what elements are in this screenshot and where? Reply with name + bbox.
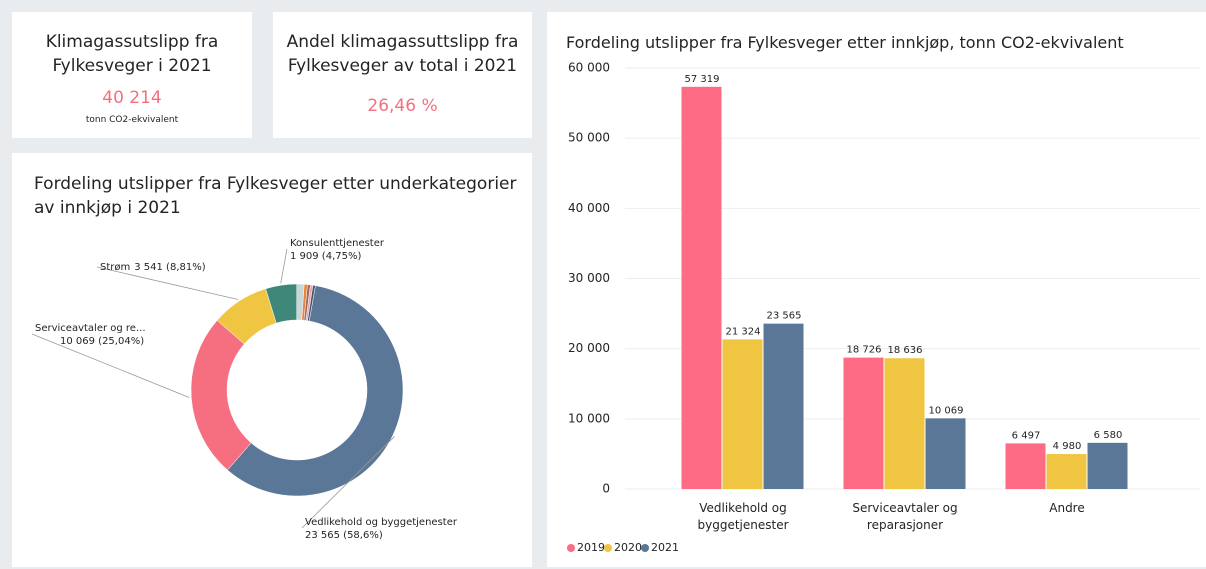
donut-value-label: 23 565 (58,6%) xyxy=(305,530,383,541)
legend-marker xyxy=(604,544,612,552)
legend-label: 2019 xyxy=(577,541,605,554)
bar-value-label: 57 319 xyxy=(685,74,720,85)
donut-value-label: 3 541 (8,81%) xyxy=(134,262,205,273)
card-value: 26,46 % xyxy=(367,96,438,116)
legend-label: 2020 xyxy=(614,541,642,554)
bar-value-label: 6 497 xyxy=(1012,430,1041,441)
y-tick-label: 0 xyxy=(602,482,610,496)
card-value: 40 214 xyxy=(102,88,162,108)
y-tick-label: 50 000 xyxy=(568,131,610,145)
bar xyxy=(925,418,966,489)
bar xyxy=(1087,442,1128,489)
chart-title: Fordeling utslipper fra Fylkesveger ette… xyxy=(566,33,1124,52)
leader-line xyxy=(31,333,190,398)
donut-segment xyxy=(227,285,404,497)
donut-label-group: Strøm 3 541 (8,81%) xyxy=(100,262,206,273)
donut-segment xyxy=(307,284,316,322)
y-tick-label: 60 000 xyxy=(568,61,610,75)
leader-line xyxy=(96,266,239,300)
donut-label: Serviceavtaler og re... xyxy=(35,323,146,334)
x-tick-label: Serviceavtaler og reparasjoner xyxy=(852,501,958,532)
bar xyxy=(722,339,763,489)
donut-label: Konsulenttjenester xyxy=(290,238,385,249)
donut-label: Strøm xyxy=(100,262,130,273)
bar xyxy=(763,323,804,489)
x-tick-label: Andre xyxy=(1049,501,1085,515)
y-tick-label: 30 000 xyxy=(568,271,610,285)
bar xyxy=(884,358,925,489)
chart-title: Fordeling utslipper fra Fylkesveger ette… xyxy=(34,174,517,218)
legend-marker xyxy=(567,544,575,552)
bar-value-label: 10 069 xyxy=(929,405,964,416)
bar-value-label: 23 565 xyxy=(767,311,802,322)
y-tick-label: 40 000 xyxy=(568,201,610,215)
bar-value-label: 21 324 xyxy=(726,326,761,337)
bar xyxy=(681,86,722,490)
bar xyxy=(843,357,884,489)
bar-value-label: 18 726 xyxy=(847,345,882,356)
bar-value-label: 4 980 xyxy=(1053,441,1082,452)
legend-label: 2021 xyxy=(651,541,679,554)
donut-value-label: 10 069 (25,04%) xyxy=(60,336,144,347)
bar xyxy=(1005,443,1046,489)
legend-marker xyxy=(641,544,649,552)
x-tick-label: Vedlikehold og byggetjenester xyxy=(697,501,789,532)
leader-line xyxy=(301,436,395,529)
y-tick-label: 10 000 xyxy=(568,411,610,425)
leader-line xyxy=(280,248,288,284)
bar-value-label: 6 580 xyxy=(1094,430,1123,441)
bar xyxy=(1046,454,1087,489)
card xyxy=(12,153,532,567)
y-tick-label: 20 000 xyxy=(568,341,610,355)
card-unit: tonn CO2-ekvivalent xyxy=(85,115,179,125)
card xyxy=(12,12,252,138)
card-title: Andel klimagassuttslipp fra Fylkesveger … xyxy=(286,32,519,76)
card xyxy=(273,12,532,138)
donut-value-label: 1 909 (4,75%) xyxy=(290,251,361,262)
bar-value-label: 18 636 xyxy=(888,345,923,356)
card-title: Klimagassutslipp fra Fylkesveger i 2021 xyxy=(45,32,219,76)
donut-label: Vedlikehold og byggetjenester xyxy=(305,517,458,528)
